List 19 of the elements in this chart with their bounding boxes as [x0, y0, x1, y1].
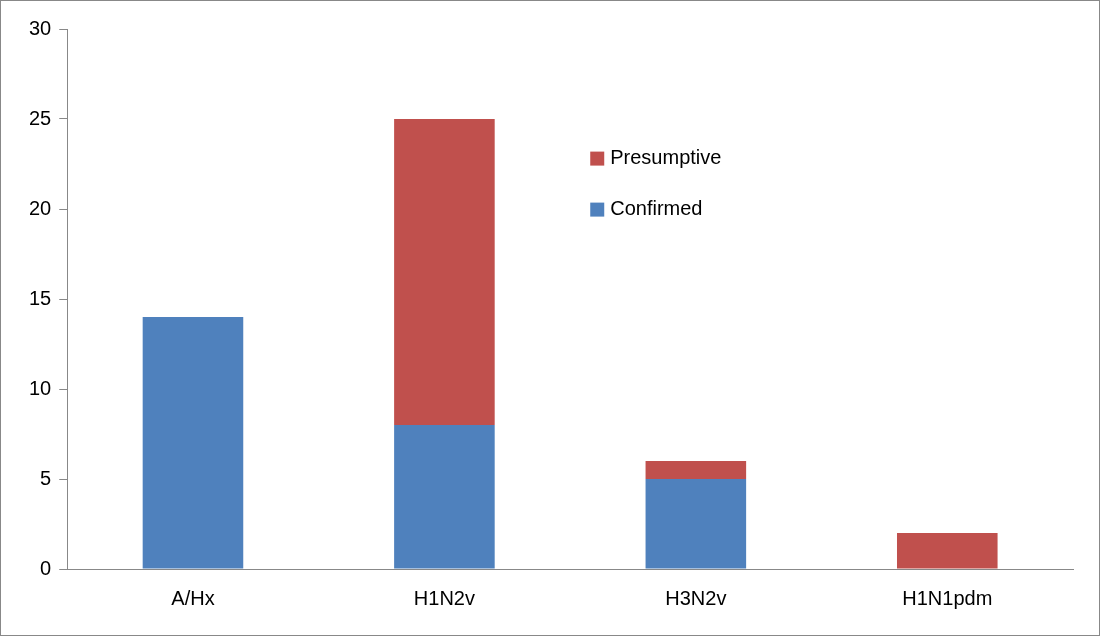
legend-label: Confirmed — [610, 197, 703, 220]
y-tick-label: 5 — [40, 466, 52, 489]
x-tick-label: H1N1pdm — [902, 586, 993, 609]
y-tick-label: 15 — [29, 286, 52, 309]
y-tick-label: 20 — [29, 196, 52, 219]
y-tick-label: 30 — [29, 16, 52, 39]
y-tick-label: 10 — [29, 376, 52, 399]
y-tick-label: 25 — [29, 106, 52, 129]
x-tick-label: A/Hx — [171, 586, 215, 609]
bar — [896, 533, 998, 569]
x-tick-label: H3N2v — [665, 586, 727, 609]
legend-label: Presumptive — [610, 146, 722, 169]
x-tick-label: H1N2v — [413, 586, 475, 609]
bar — [142, 317, 244, 569]
bar — [645, 479, 747, 569]
y-tick-label: 0 — [40, 556, 52, 579]
bar — [394, 425, 495, 569]
bar — [394, 119, 495, 425]
bar — [645, 461, 747, 479]
